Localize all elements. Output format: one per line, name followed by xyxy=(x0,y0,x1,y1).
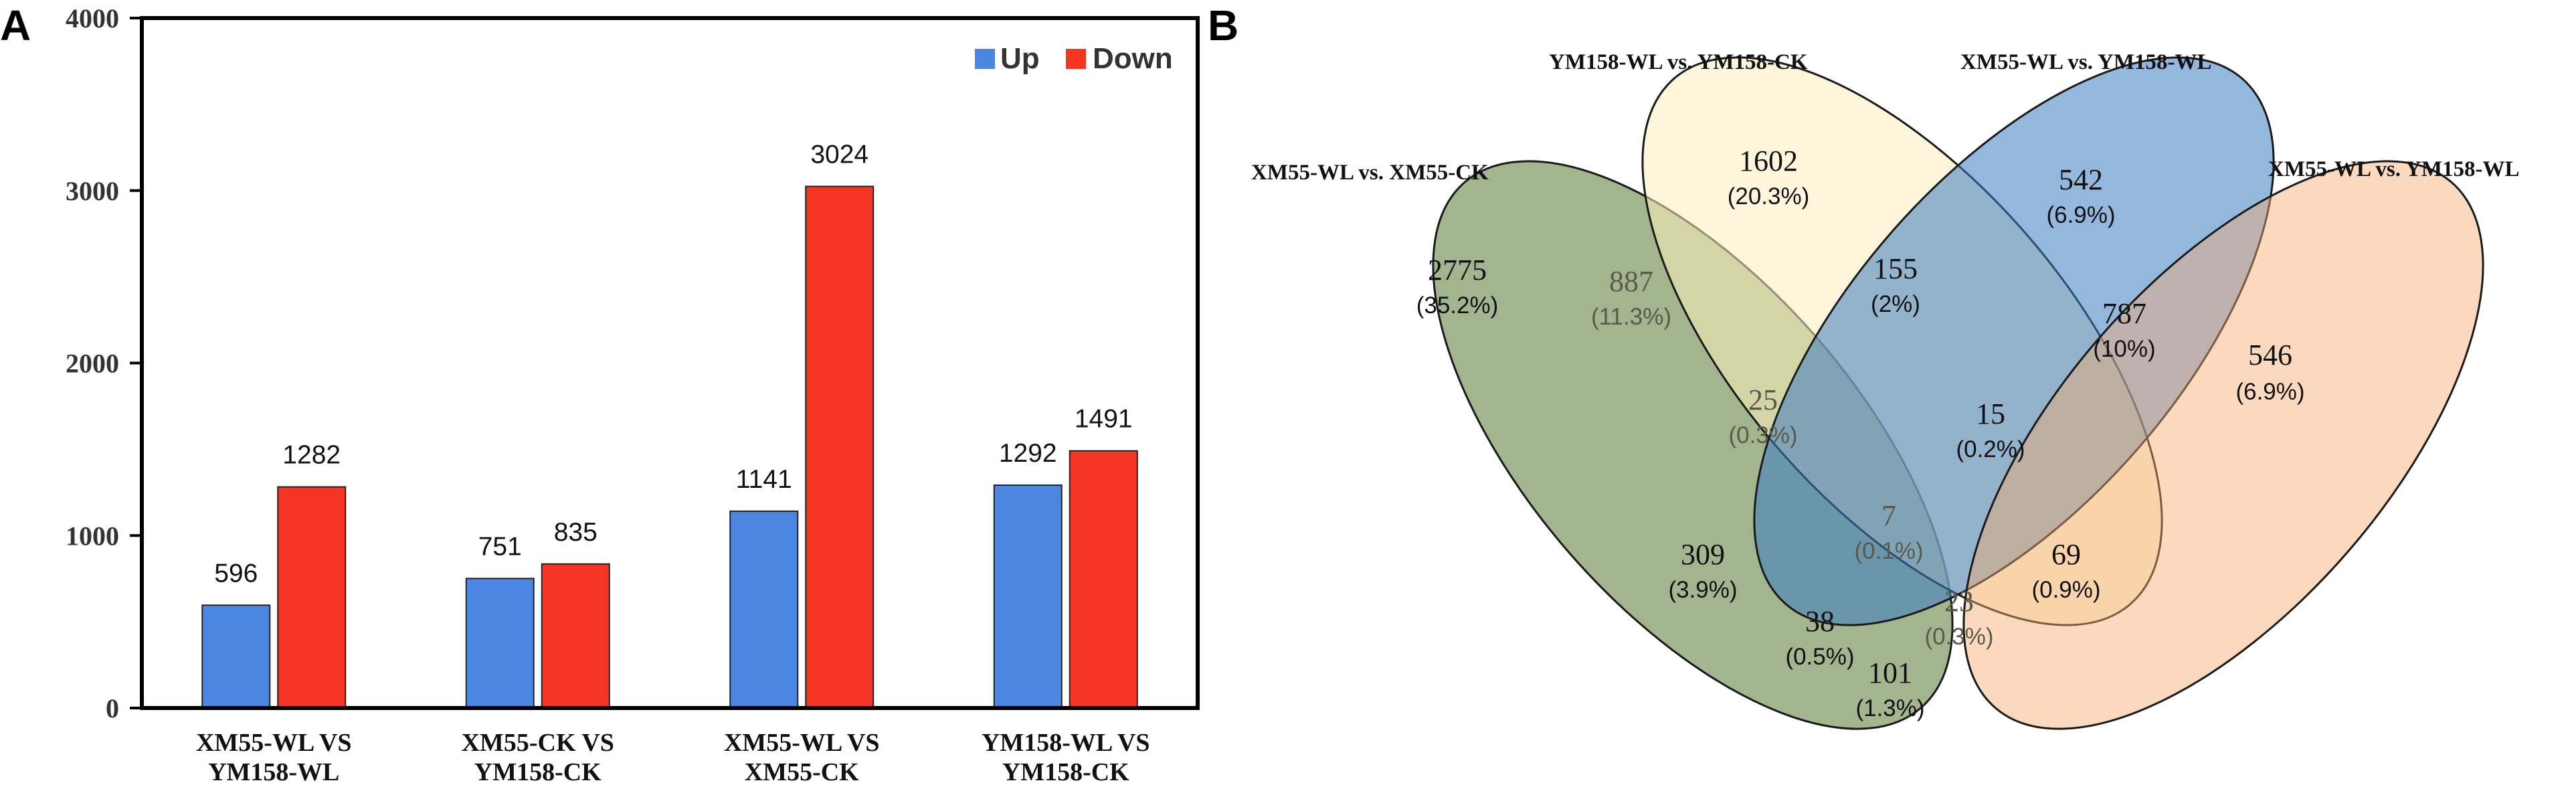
venn-set-3-title: XM55-WL vs. YM158-WL xyxy=(1960,50,2212,74)
bar-value-label: 835 xyxy=(554,518,597,547)
region-pct: (0.3%) xyxy=(1728,422,1797,448)
region-pct: (2%) xyxy=(1871,291,1920,317)
bar-up-3 xyxy=(729,510,799,709)
region-count: 69 xyxy=(2051,538,2081,571)
bar-down-3 xyxy=(805,185,875,709)
region-count: 1602 xyxy=(1739,145,1798,177)
venn-set-4-ellipse xyxy=(1962,160,2484,730)
bar-value-label: 1491 xyxy=(1075,405,1133,434)
region-pct: (0.1%) xyxy=(1854,538,1923,564)
region-pct: (11.3%) xyxy=(1591,304,1671,330)
legend-down-label: Down xyxy=(1093,42,1173,75)
legend-up-label: Up xyxy=(1000,42,1040,75)
region-count: 38 xyxy=(1805,605,1835,638)
region-pct: (3.9%) xyxy=(1668,577,1737,603)
y-tick-label: 1000 xyxy=(66,521,119,551)
region-pct: (0.2%) xyxy=(1956,436,2025,462)
region-count: 25 xyxy=(1748,383,1778,416)
venn-set-titles: XM55-WL vs. XM55-CK YM158-WL vs. YM158-C… xyxy=(1251,50,2520,185)
legend-up-swatch xyxy=(975,49,995,69)
x-category-label: XM55-CK VS xyxy=(462,729,614,757)
region-pct: (6.9%) xyxy=(2046,202,2115,228)
x-category-label: XM55-CK xyxy=(745,758,859,786)
bar-down-1 xyxy=(277,486,347,709)
bar-up-2 xyxy=(465,578,535,709)
region-count: 546 xyxy=(2248,339,2292,371)
y-axis-ticks: 0 1000 2000 3000 4000 xyxy=(66,3,142,723)
legend: Up Down xyxy=(975,42,1173,75)
region-count: 542 xyxy=(2059,163,2103,196)
y-tick-label: 2000 xyxy=(66,349,119,379)
plot-frame xyxy=(140,16,1200,710)
x-category-label: XM55-WL VS xyxy=(196,729,352,757)
region-pct: (6.9%) xyxy=(2235,379,2304,405)
bar-down-2 xyxy=(541,563,610,709)
bar-value-label: 3024 xyxy=(810,141,868,169)
x-category-label: YM158-CK xyxy=(474,758,602,786)
region-pct: (35.2%) xyxy=(1416,292,1499,319)
venn-set-1-title: XM55-WL vs. XM55-CK xyxy=(1251,161,1489,185)
x-category-label: YM158-WL xyxy=(208,758,339,786)
region-count: 7 xyxy=(1881,499,1896,532)
y-tick-label: 4000 xyxy=(66,3,119,33)
bar-up-4 xyxy=(993,484,1063,709)
region-count: 15 xyxy=(1976,398,2005,430)
region-count: 23 xyxy=(1944,585,1974,618)
y-tick-label: 0 xyxy=(106,693,119,723)
bar-up-1 xyxy=(201,604,271,709)
legend-down-swatch xyxy=(1066,49,1086,69)
bar-down-4 xyxy=(1069,450,1138,709)
panel-a-letter: A xyxy=(0,1,31,50)
region-count: 309 xyxy=(1681,538,1725,571)
venn-set-4-title: XM55-WL vs. YM158-WL xyxy=(2268,157,2520,181)
region-count: 787 xyxy=(2102,297,2146,330)
y-tick-label: 3000 xyxy=(66,176,119,206)
venn-region-labels: 2775 (35.2%) 1602 (20.3%) 542 (6.9%) 546… xyxy=(1416,145,2305,721)
x-category-label: YM158-CK xyxy=(1002,758,1129,786)
x-category-label: XM55-WL VS xyxy=(724,729,880,757)
region-pct: (1.3%) xyxy=(1855,695,1924,721)
bar-value-labels: 596 1282 751 835 1141 3024 1292 1491 xyxy=(214,141,1132,588)
region-pct: (20.3%) xyxy=(1728,183,1810,209)
venn-set-3-ellipse xyxy=(1753,56,2275,626)
bar-value-label: 1282 xyxy=(282,441,341,470)
panel-b-venn: B XM55-WL vs. XM55-CK YM158-WL vs. YM158… xyxy=(1208,1,2520,730)
region-count: 887 xyxy=(1609,265,1653,298)
region-count: 101 xyxy=(1868,656,1912,689)
region-count: 2775 xyxy=(1428,254,1487,286)
region-pct: (0.5%) xyxy=(1785,644,1854,670)
venn-set-2-title: YM158-WL vs. YM158-CK xyxy=(1549,50,1808,74)
region-pct: (10%) xyxy=(2093,336,2155,362)
bar-value-label: 1141 xyxy=(736,465,792,494)
venn-ellipses xyxy=(1432,56,2484,730)
panel-b-letter: B xyxy=(1208,1,1238,50)
region-pct: (0.9%) xyxy=(2031,577,2100,603)
panel-a-bar-chart: A 0 1000 2000 3000 4000 596 1282 751 835 1141 302… xyxy=(0,1,1200,786)
bar-value-label: 1292 xyxy=(999,439,1057,468)
bar-group xyxy=(201,185,1138,709)
region-pct: (0.3%) xyxy=(1924,624,1993,650)
region-count: 155 xyxy=(1873,252,1918,285)
bar-value-label: 751 xyxy=(478,532,522,561)
x-category-label: YM158-WL VS xyxy=(982,729,1150,757)
bar-value-label: 596 xyxy=(214,559,258,588)
